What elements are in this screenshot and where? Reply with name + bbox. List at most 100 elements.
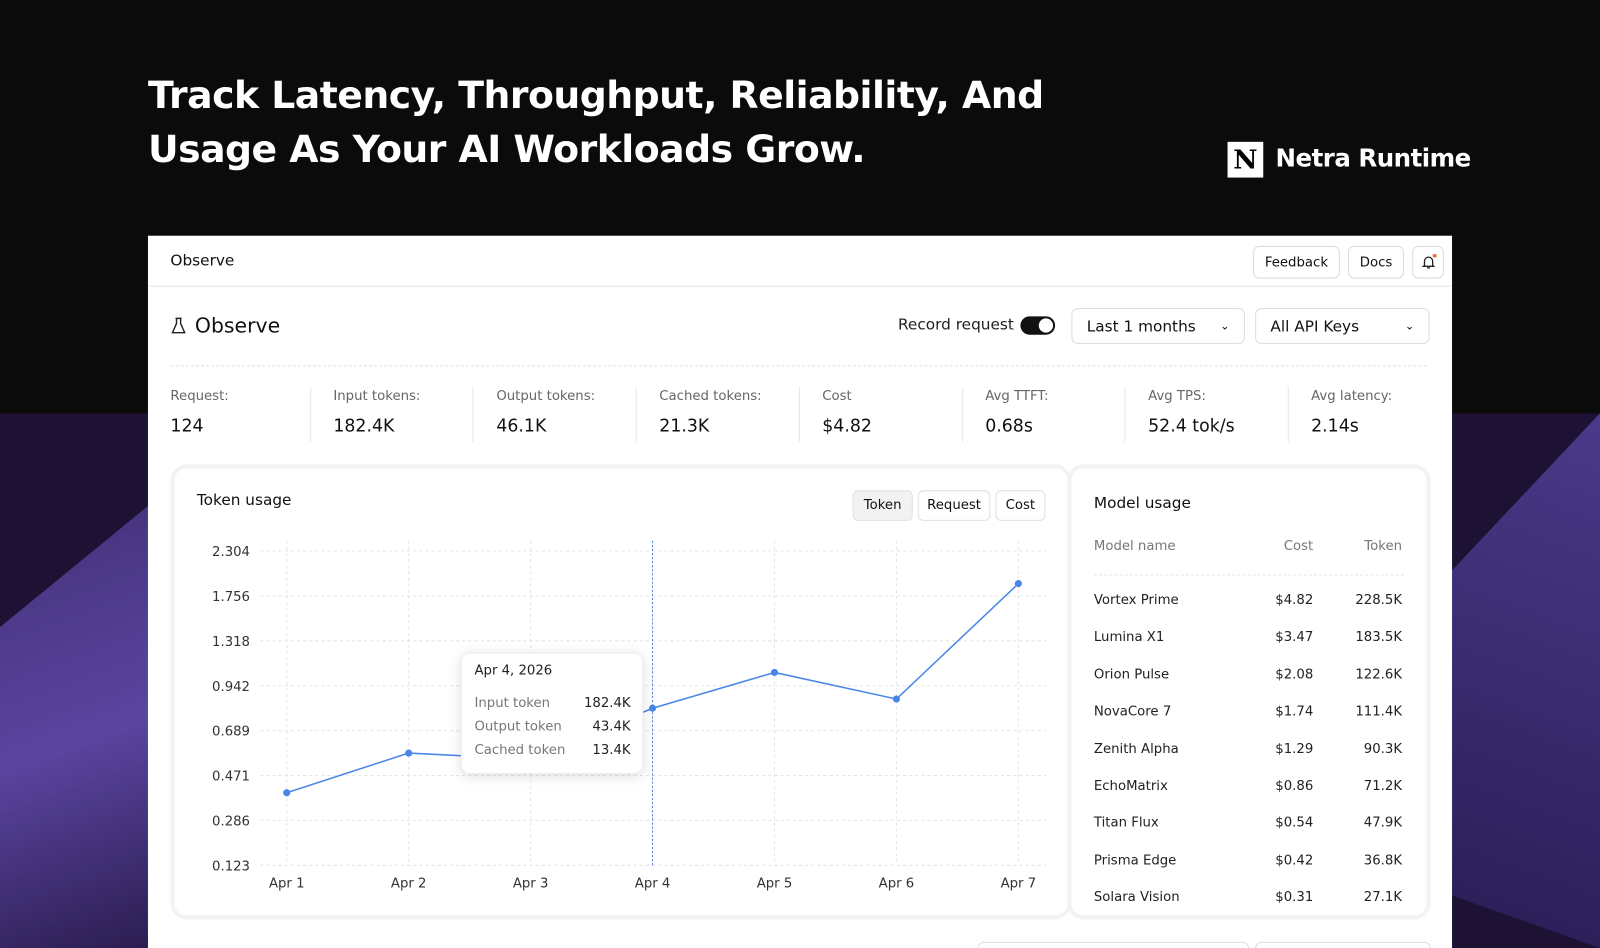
stat-separator (1287, 386, 1289, 442)
stat-label: Avg latency: (1311, 388, 1393, 405)
divider (170, 365, 1427, 367)
x-tick-label: Apr 1 (269, 877, 305, 892)
table-cell: $2.08 (1275, 667, 1314, 683)
point (1014, 580, 1022, 588)
brand-logo: N (1227, 141, 1264, 178)
date-dropdown[interactable]: Last 1 months ⌄ (1071, 308, 1245, 344)
chart-title: Token usage (196, 491, 292, 509)
x-tick-label: Apr 3 (513, 877, 549, 892)
table-cell: Lumina X1 (1093, 629, 1165, 646)
divider (147, 285, 1453, 287)
tooltip-value: 182.4K (584, 696, 631, 711)
key-dropdown[interactable]: All API Keys ⌄ (1255, 308, 1430, 344)
docs-button[interactable]: Docs (1347, 245, 1405, 279)
tooltip-value: 13.4K (592, 743, 631, 758)
stat-value: 46.1K (496, 416, 547, 437)
notification-button[interactable] (1412, 245, 1444, 279)
tooltip-value: 43.4K (592, 720, 631, 735)
column-header: Model name (1093, 538, 1176, 555)
table-cell: 183.5K (1355, 629, 1403, 646)
background-shape (0, 493, 164, 948)
x-tick-label: Apr 6 (879, 877, 915, 892)
stat-value: 0.68s (985, 416, 1033, 437)
table-cell: 71.2K (1363, 778, 1403, 794)
stat-value: $4.82 (822, 416, 872, 437)
tab-label: Request (927, 498, 981, 513)
tooltip-label: Input token (474, 696, 550, 711)
table-cell: Orion Pulse (1093, 667, 1170, 683)
table-cell: $0.31 (1275, 889, 1314, 906)
y-tick-label: 0.689 (212, 725, 250, 740)
tab-label: Token (863, 498, 902, 513)
table-cell: NovaCore 7 (1093, 704, 1172, 720)
tab-button[interactable] (852, 490, 913, 521)
stat-value: 182.4K (333, 416, 395, 437)
tooltip-label: Output token (474, 720, 561, 735)
x-tick-label: Apr 2 (391, 877, 427, 892)
toggle-label: Record request (897, 315, 1014, 334)
tab-button[interactable] (917, 490, 991, 521)
stat-separator (961, 386, 963, 442)
table-cell: $0.54 (1275, 815, 1314, 832)
table-cell: $1.29 (1275, 741, 1314, 757)
table-cell: Titan Flux (1093, 815, 1159, 832)
dropdown-label: All API Keys (1270, 316, 1360, 336)
table-cell: 122.6K (1355, 667, 1403, 683)
flask-icon (171, 317, 186, 334)
table-cell: 90.3K (1363, 741, 1403, 757)
hero-title: Usage As Your AI Workloads Grow. (147, 127, 866, 172)
point (892, 695, 900, 703)
table-cell: Vortex Prime (1093, 592, 1179, 609)
table-cell: 111.4K (1355, 704, 1403, 720)
model-usage-card: Model usage Model name Cost Token Vortex Pri… (1071, 468, 1427, 916)
point (648, 704, 657, 712)
y-tick-label: 1.756 (212, 590, 250, 605)
stat-value: 124 (170, 416, 204, 437)
tooltip-label: Cached token (474, 743, 565, 758)
stat-separator (798, 386, 800, 442)
stat-separator (309, 386, 311, 442)
stat-label: Cached tokens: (659, 388, 762, 405)
table-cell: $1.74 (1275, 704, 1314, 720)
stat-value: 52.4 tok/s (1148, 416, 1235, 437)
stat-label: Cost (822, 388, 852, 405)
tooltip: Apr 4, 2026 Input token 182.4K Output token… (460, 652, 644, 774)
table-cell: Solara Vision (1093, 889, 1180, 906)
y-tick-label: 0.286 (212, 815, 250, 830)
card-title: Model usage (1093, 493, 1191, 513)
point (770, 668, 779, 677)
stat-value: 21.3K (659, 416, 710, 437)
dropdown-label: Last 1 months (1086, 316, 1196, 336)
table-cell: Zenith Alpha (1093, 741, 1179, 757)
table-cell: $4.82 (1275, 592, 1314, 609)
x-tick-label: Apr 5 (757, 877, 793, 892)
y-tick-label: 2.304 (212, 545, 250, 560)
bottom-control (977, 941, 1249, 948)
topbar-title: Observe (170, 251, 235, 270)
y-tick-label: 1.318 (212, 635, 250, 650)
stat-label: Request: (170, 388, 229, 405)
tab-button[interactable] (995, 490, 1046, 521)
table-cell: $0.42 (1275, 852, 1314, 869)
table-cell: 27.1K (1363, 889, 1403, 906)
stat-label: Output tokens: (496, 388, 596, 405)
background-shape (1448, 413, 1600, 948)
feedback-button[interactable]: Feedback (1253, 245, 1340, 279)
tab-label: Cost (1006, 498, 1035, 513)
table-cell: 36.8K (1363, 852, 1403, 869)
x-tick-label: Apr 4 (635, 877, 671, 892)
brand-name: Netra Runtime (1275, 143, 1472, 173)
table-cell: 228.5K (1355, 592, 1403, 609)
point (405, 749, 413, 757)
table-cell: $3.47 (1275, 629, 1314, 646)
divider (1093, 574, 1405, 576)
page-title: Observe (194, 313, 281, 338)
stat-label: Avg TPS: (1148, 388, 1206, 405)
hero-title: Track Latency, Throughput, Reliability, … (147, 73, 1044, 118)
y-tick-label: 0.123 (212, 859, 250, 874)
record-toggle[interactable] (1020, 316, 1056, 335)
stat-label: Avg TTFT: (985, 388, 1049, 405)
stat-value: 2.14s (1311, 416, 1359, 437)
